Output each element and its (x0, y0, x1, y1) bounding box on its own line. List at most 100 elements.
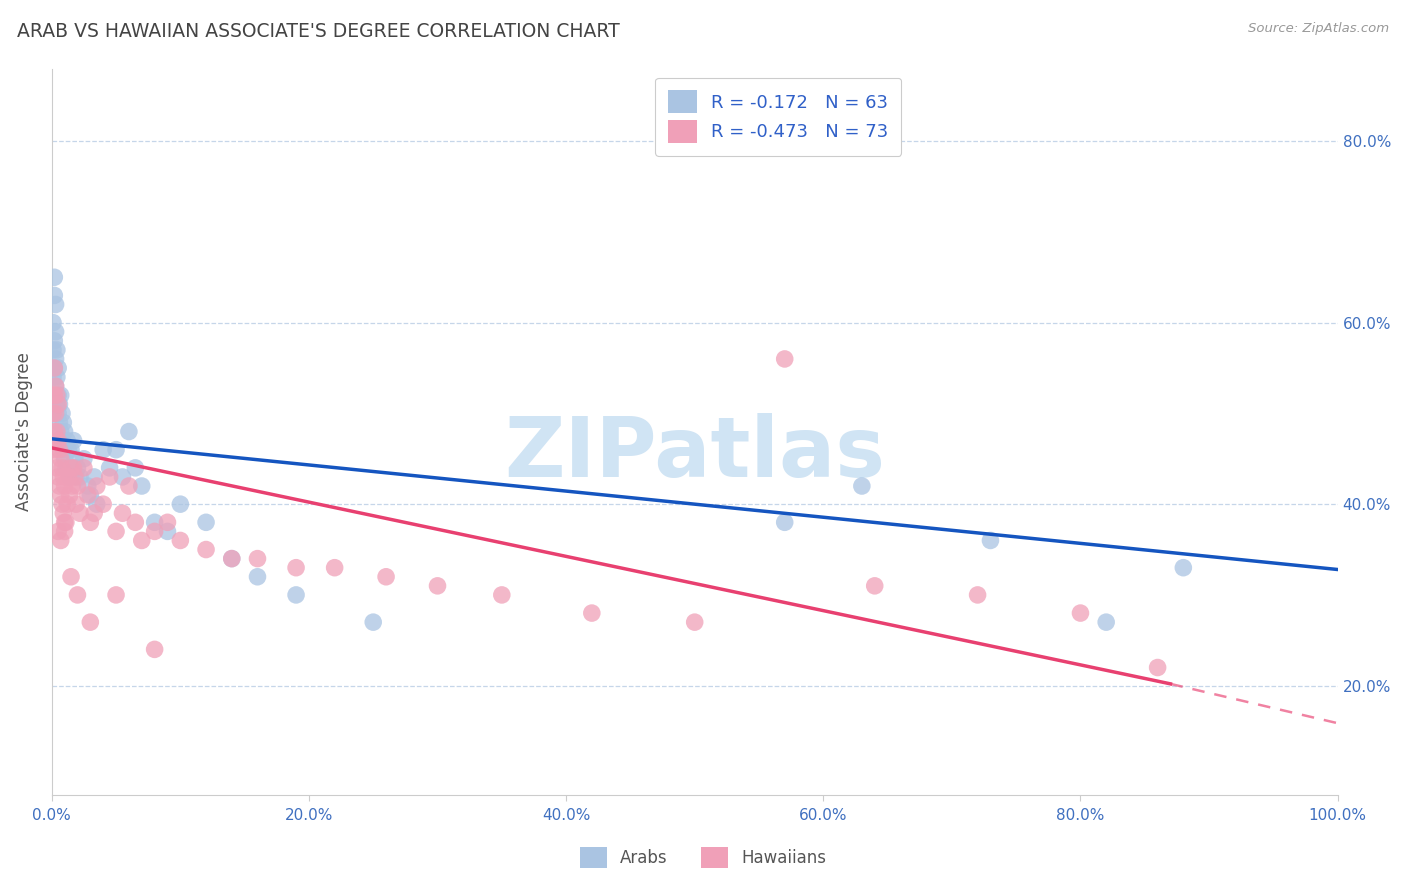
Point (73, 451, 96, 466)
Y-axis label: Associate's Degree: Associate's Degree (15, 352, 32, 511)
Point (58, 470, 80, 484)
Point (52, 416, 75, 430)
Point (143, 524, 166, 539)
Point (48, 416, 70, 430)
Point (46, 406, 69, 420)
Point (51, 406, 73, 420)
Point (62, 461, 84, 475)
Point (42, 406, 65, 420)
Point (966, 588, 988, 602)
Point (60, 461, 83, 475)
Point (60, 570, 83, 584)
Point (55, 516, 77, 530)
Point (581, 606, 603, 620)
Point (69, 470, 91, 484)
Point (44, 270, 66, 285)
Point (45, 379, 67, 393)
Point (51, 461, 73, 475)
Point (105, 442, 128, 457)
Point (65, 470, 87, 484)
Point (246, 551, 269, 566)
Point (1173, 560, 1195, 574)
Point (45, 461, 67, 475)
Point (51, 434, 73, 448)
Point (773, 516, 796, 530)
Point (51, 497, 73, 511)
Point (53, 451, 76, 466)
Point (48, 479, 70, 493)
Point (46, 388, 69, 402)
Point (48, 397, 70, 411)
Point (131, 479, 153, 493)
Point (169, 497, 191, 511)
Point (42, 316, 65, 330)
Point (45, 425, 67, 439)
Point (58, 442, 80, 457)
Point (91, 497, 114, 511)
Point (42, 388, 65, 402)
Point (45, 370, 67, 384)
Point (49, 533, 72, 548)
Point (66, 479, 89, 493)
Point (45, 406, 67, 420)
Point (221, 551, 243, 566)
Point (86, 479, 108, 493)
Point (53, 516, 76, 530)
Point (49, 451, 72, 466)
Point (42, 343, 65, 357)
Point (45, 388, 67, 402)
Point (285, 588, 308, 602)
Point (44, 361, 66, 376)
Point (773, 351, 796, 366)
Point (979, 533, 1001, 548)
Point (91, 442, 114, 457)
Point (45, 325, 67, 339)
Point (195, 516, 218, 530)
Point (60, 461, 83, 475)
Point (66, 588, 89, 602)
Point (45, 351, 67, 366)
Point (118, 425, 141, 439)
Point (60, 479, 83, 493)
Point (44, 361, 66, 376)
Point (62, 434, 84, 448)
Point (66, 461, 89, 475)
Point (55, 461, 77, 475)
Point (111, 506, 134, 520)
Point (46, 434, 69, 448)
Legend: R = -0.172   N = 63, R = -0.473   N = 73: R = -0.172 N = 63, R = -0.473 N = 73 (655, 78, 901, 155)
Point (44, 388, 66, 402)
Point (1069, 606, 1091, 620)
Point (105, 588, 128, 602)
Point (59, 488, 82, 502)
Point (59, 470, 82, 484)
Point (69, 506, 91, 520)
Point (83, 506, 105, 520)
Point (49, 388, 72, 402)
Point (124, 516, 146, 530)
Point (52, 442, 75, 457)
Point (65, 497, 87, 511)
Point (44, 425, 66, 439)
Point (46, 524, 69, 539)
Point (46, 470, 69, 484)
Point (53, 479, 76, 493)
Point (361, 615, 384, 629)
Point (143, 516, 166, 530)
Point (98, 461, 121, 475)
Text: Source: ZipAtlas.com: Source: ZipAtlas.com (1249, 22, 1389, 36)
Point (491, 588, 513, 602)
Point (124, 461, 146, 475)
Legend: Arabs, Hawaiians: Arabs, Hawaiians (574, 840, 832, 875)
Point (221, 551, 243, 566)
Point (156, 516, 179, 530)
Point (851, 479, 873, 493)
Point (79, 615, 101, 629)
Point (246, 570, 269, 584)
Point (56, 434, 79, 448)
Point (683, 615, 706, 629)
Point (118, 479, 141, 493)
Point (53, 524, 76, 539)
Point (79, 488, 101, 502)
Point (1095, 615, 1118, 629)
